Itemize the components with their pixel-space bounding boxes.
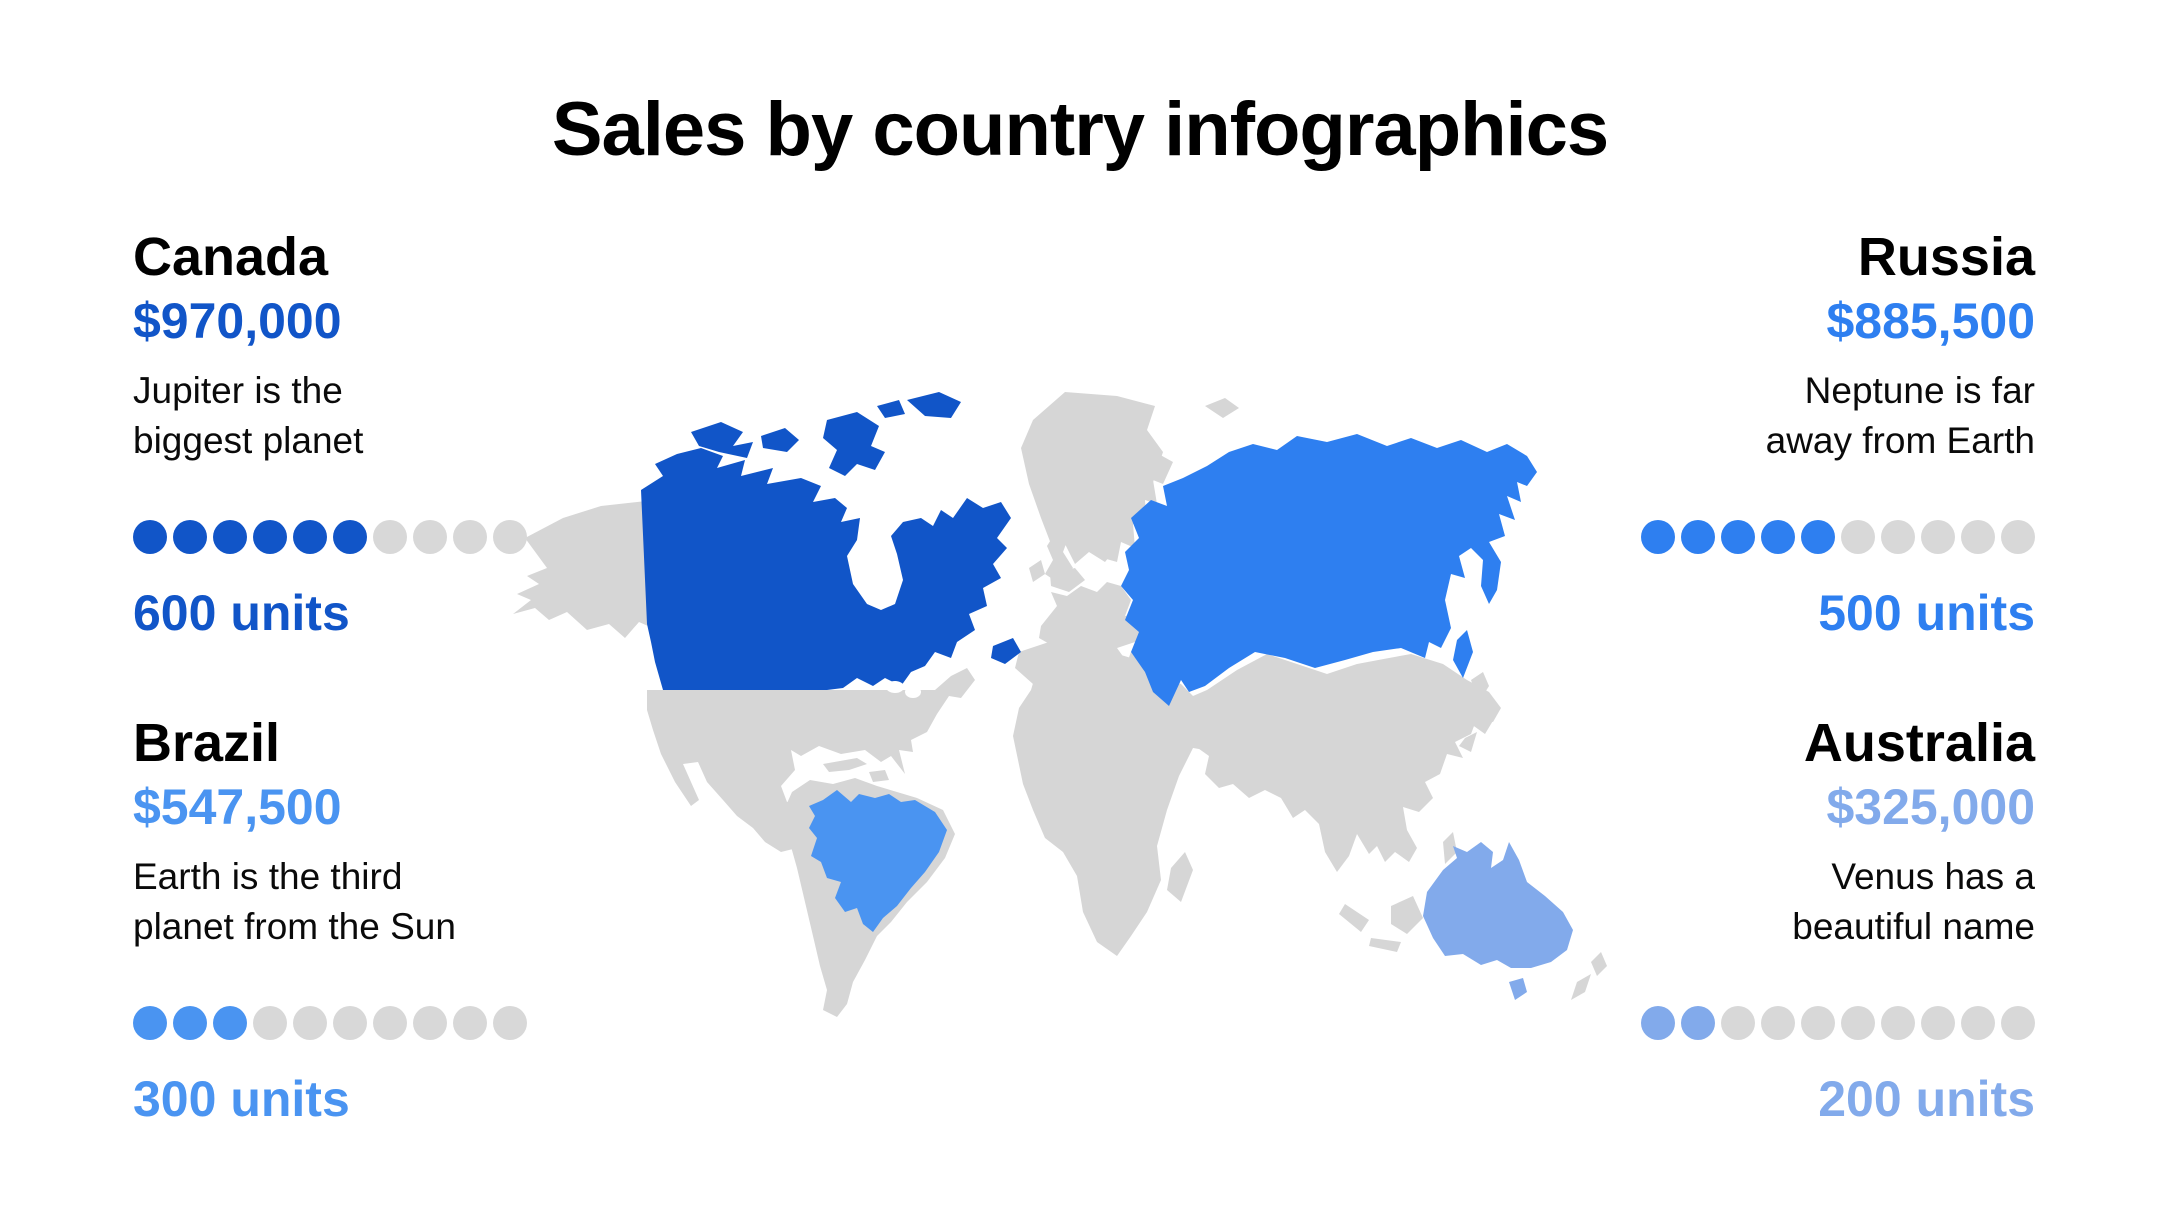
country-description-line2: beautiful name — [1792, 906, 2035, 947]
dot-filled — [293, 520, 327, 554]
country-description-line1: Jupiter is the — [133, 370, 343, 411]
dot-empty — [333, 1006, 367, 1040]
country-sales-value: $970,000 — [133, 293, 342, 349]
dot-filled — [133, 520, 167, 554]
country-name: Canada — [133, 227, 329, 287]
dot-empty — [373, 1006, 407, 1040]
map-asia — [1125, 652, 1501, 872]
page-title: Sales by country infographics — [551, 87, 1609, 172]
dot-filled — [213, 520, 247, 554]
country-description-line1: Earth is the third — [133, 856, 403, 897]
dot-empty — [453, 1006, 487, 1040]
dot-filled — [133, 1006, 167, 1040]
country-description: Neptune is far away from Earth — [1545, 366, 2035, 466]
dot-empty — [493, 520, 527, 554]
country-description: Venus has a beautiful name — [1545, 852, 2035, 952]
country-card-brazil: Brazil $547,500 Earth is the third plane… — [133, 712, 623, 1128]
dot-filled — [333, 520, 367, 554]
map-great-lakes — [922, 680, 938, 690]
dot-empty — [1921, 1006, 1955, 1040]
map-region-russia — [1121, 434, 1537, 706]
country-description-line2: planet from the Sun — [133, 906, 456, 947]
dot-filled — [1721, 520, 1755, 554]
country-description: Earth is the third planet from the Sun — [133, 852, 623, 952]
dot-filled — [1641, 520, 1675, 554]
dot-filled — [173, 520, 207, 554]
country-description-line1: Venus has a — [1831, 856, 2035, 897]
dot-empty — [2001, 520, 2035, 554]
units-progress-dots — [133, 520, 623, 554]
map-caribbean — [823, 758, 889, 782]
map-great-lakes — [905, 686, 921, 698]
country-name: Russia — [1857, 227, 2035, 287]
dot-empty — [1801, 1006, 1835, 1040]
dot-filled — [1641, 1006, 1675, 1040]
dot-filled — [253, 520, 287, 554]
map-japan — [1459, 672, 1497, 752]
country-units: 600 units — [133, 585, 350, 641]
country-card-russia: Russia $885,500 Neptune is far away from… — [1545, 226, 2035, 642]
dot-empty — [1921, 520, 1955, 554]
map-alaska — [513, 500, 657, 638]
dot-empty — [1721, 1006, 1755, 1040]
country-description-line1: Neptune is far — [1804, 370, 2035, 411]
map-great-lakes — [886, 681, 904, 693]
dot-empty — [253, 1006, 287, 1040]
dot-empty — [373, 520, 407, 554]
units-progress-dots — [1545, 1006, 2035, 1040]
dot-filled — [1681, 1006, 1715, 1040]
dot-empty — [413, 520, 447, 554]
dot-empty — [293, 1006, 327, 1040]
country-name: Brazil — [133, 713, 281, 773]
country-name: Australia — [1803, 713, 2035, 773]
dot-filled — [1681, 520, 1715, 554]
units-progress-dots — [133, 1006, 623, 1040]
map-middle-east — [1117, 720, 1193, 800]
dot-empty — [1841, 1006, 1875, 1040]
country-card-canada: Canada $970,000 Jupiter is the biggest p… — [133, 226, 623, 642]
dot-empty — [453, 520, 487, 554]
dot-empty — [413, 1006, 447, 1040]
dot-empty — [1881, 520, 1915, 554]
country-units: 300 units — [133, 1071, 350, 1127]
dot-filled — [173, 1006, 207, 1040]
dot-empty — [1841, 520, 1875, 554]
map-region-brazil — [809, 790, 947, 932]
dot-filled — [213, 1006, 247, 1040]
map-region-canada — [641, 392, 1021, 690]
dot-empty — [493, 1006, 527, 1040]
country-sales-value: $325,000 — [1826, 779, 2035, 835]
units-progress-dots — [1545, 520, 2035, 554]
map-usa-mexico — [647, 668, 975, 854]
country-sales-value: $885,500 — [1826, 293, 2035, 349]
dot-empty — [1961, 520, 1995, 554]
dot-filled — [1761, 520, 1795, 554]
dot-filled — [1801, 520, 1835, 554]
map-region-australia — [1423, 842, 1573, 1000]
country-description-line2: biggest planet — [133, 420, 364, 461]
dot-empty — [1961, 1006, 1995, 1040]
world-map — [513, 392, 1607, 1017]
map-new-zealand — [1571, 952, 1607, 1000]
country-description-line2: away from Earth — [1765, 420, 2035, 461]
country-description: Jupiter is the biggest planet — [133, 366, 623, 466]
dot-empty — [1881, 1006, 1915, 1040]
dot-empty — [2001, 1006, 2035, 1040]
map-africa — [1013, 638, 1221, 956]
country-units: 500 units — [1818, 585, 2035, 641]
map-svalbard — [1205, 398, 1239, 418]
country-sales-value: $547,500 — [133, 779, 342, 835]
map-british-isles — [1029, 530, 1073, 582]
country-units: 200 units — [1818, 1071, 2035, 1127]
dot-empty — [1761, 1006, 1795, 1040]
country-card-australia: Australia $325,000 Venus has a beautiful… — [1545, 712, 2035, 1128]
